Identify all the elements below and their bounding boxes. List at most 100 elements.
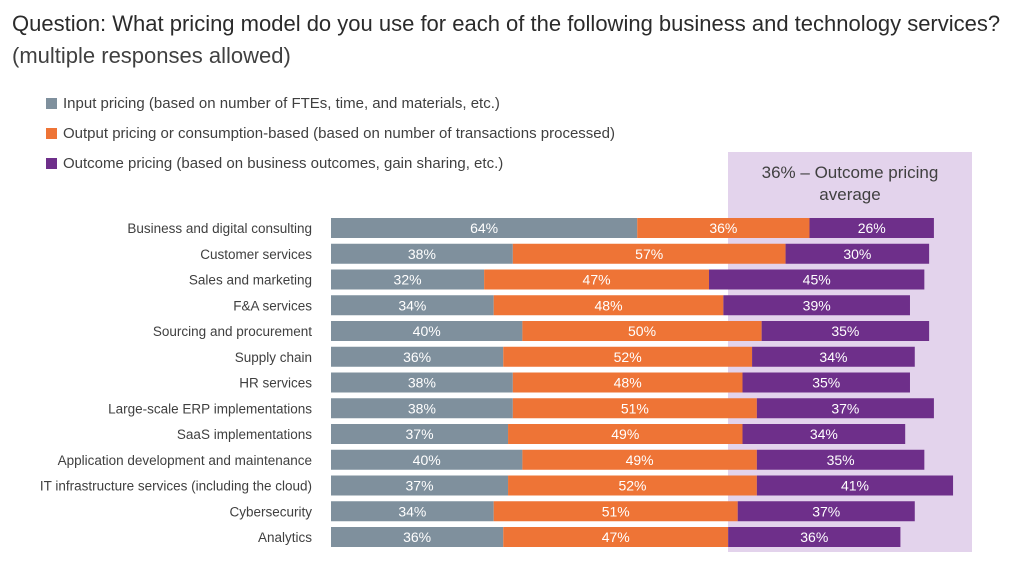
bar-input-sales-and-marketing xyxy=(331,269,485,290)
value-label-output-business-and-digital-consulting: 36% xyxy=(709,220,737,236)
bar-output-cybersecurity xyxy=(493,501,738,522)
value-label-input-hr-services: 38% xyxy=(408,375,436,391)
category-label-it-infrastructure-services-including-the-cloud: IT infrastructure services (including th… xyxy=(40,479,312,494)
category-label-customer-services: Customer services xyxy=(200,247,312,262)
bar-input-it-infrastructure-services-including-the-cloud xyxy=(331,475,509,496)
bar-input-hr-services xyxy=(331,372,513,393)
bar-outcome-analytics xyxy=(728,527,901,547)
value-label-output-sourcing-and-procurement: 50% xyxy=(628,323,656,339)
value-label-outcome-application-development-and-maintenance: 35% xyxy=(827,452,855,468)
value-label-output-saas-implementations: 49% xyxy=(611,426,639,442)
bar-input-application-development-and-maintenance xyxy=(331,449,523,470)
value-label-output-hr-services: 48% xyxy=(614,375,642,391)
value-label-output-application-development-and-maintenance: 49% xyxy=(626,452,654,468)
bar-outcome-application-development-and-maintenance xyxy=(756,449,925,470)
value-label-input-application-development-and-maintenance: 40% xyxy=(413,452,441,468)
value-label-input-supply-chain: 36% xyxy=(403,349,431,365)
bar-input-analytics xyxy=(331,527,504,547)
legend-item-output: Output pricing or consumption-based (bas… xyxy=(46,118,615,148)
value-label-output-cybersecurity: 51% xyxy=(602,503,630,519)
bar-output-hr-services xyxy=(512,372,743,393)
title-question: Question: What pricing model do you use … xyxy=(12,11,1001,36)
bar-outcome-supply-chain xyxy=(752,346,915,367)
category-label-cybersecurity: Cybersecurity xyxy=(229,504,312,519)
value-label-outcome-customer-services: 30% xyxy=(843,246,871,262)
bar-output-customer-services xyxy=(512,243,786,264)
bar-input-saas-implementations xyxy=(331,424,509,444)
bar-output-analytics xyxy=(503,527,729,547)
bar-input-sourcing-and-procurement xyxy=(331,321,523,341)
value-label-outcome-cybersecurity: 37% xyxy=(812,503,840,519)
bar-output-it-infrastructure-services-including-the-cloud xyxy=(508,475,757,496)
category-label-large-scale-erp-implementations: Large-scale ERP implementations xyxy=(108,401,312,416)
bar-outcome-saas-implementations xyxy=(742,424,906,444)
category-label-f-a-services: F&A services xyxy=(233,298,312,313)
value-label-output-sales-and-marketing: 47% xyxy=(583,272,611,288)
legend-item-input: Input pricing (based on number of FTEs, … xyxy=(46,88,615,118)
value-label-outcome-supply-chain: 34% xyxy=(819,349,847,365)
bar-outcome-f-a-services xyxy=(723,295,910,316)
category-label-business-and-digital-consulting: Business and digital consulting xyxy=(127,221,312,236)
bar-outcome-hr-services xyxy=(742,372,910,393)
value-label-output-f-a-services: 48% xyxy=(595,297,623,313)
bar-outcome-sourcing-and-procurement xyxy=(761,321,930,341)
legend-swatch-outcome xyxy=(46,157,57,169)
legend-label-outcome: Outcome pricing (based on business outco… xyxy=(63,154,504,172)
value-label-outcome-it-infrastructure-services-including-the-cloud: 41% xyxy=(841,478,869,494)
value-label-input-saas-implementations: 37% xyxy=(406,426,434,442)
value-label-output-analytics: 47% xyxy=(602,529,630,545)
bar-output-application-development-and-maintenance xyxy=(522,449,757,470)
category-label-analytics: Analytics xyxy=(258,530,312,545)
legend: Input pricing (based on number of FTEs, … xyxy=(46,88,615,178)
bar-output-sales-and-marketing xyxy=(484,269,710,290)
bar-outcome-cybersecurity xyxy=(737,501,915,522)
value-label-input-cybersecurity: 34% xyxy=(398,503,426,519)
value-label-output-large-scale-erp-implementations: 51% xyxy=(621,400,649,416)
category-label-saas-implementations: SaaS implementations xyxy=(177,427,312,442)
value-label-output-customer-services: 57% xyxy=(635,246,663,262)
bar-input-large-scale-erp-implementations xyxy=(331,398,513,419)
bar-outcome-it-infrastructure-services-including-the-cloud xyxy=(756,475,954,496)
outcome-average-annotation: 36% – Outcome pricing average xyxy=(762,163,939,204)
value-label-output-supply-chain: 52% xyxy=(614,349,642,365)
legend-swatch-input xyxy=(46,97,57,109)
bar-input-cybersecurity xyxy=(331,501,494,522)
value-label-input-business-and-digital-consulting: 64% xyxy=(470,220,498,236)
value-label-outcome-business-and-digital-consulting: 26% xyxy=(858,220,886,236)
value-label-input-large-scale-erp-implementations: 38% xyxy=(408,400,436,416)
value-label-outcome-hr-services: 35% xyxy=(812,375,840,391)
bar-output-saas-implementations xyxy=(508,424,743,444)
chart-title: Question: What pricing model do you use … xyxy=(12,8,1012,72)
legend-item-outcome: Outcome pricing (based on business outco… xyxy=(46,148,615,178)
value-label-input-sourcing-and-procurement: 40% xyxy=(413,323,441,339)
value-label-outcome-sales-and-marketing: 45% xyxy=(803,272,831,288)
legend-label-input: Input pricing (based on number of FTEs, … xyxy=(63,94,500,112)
value-label-input-sales-and-marketing: 32% xyxy=(394,272,422,288)
category-label-sales-and-marketing: Sales and marketing xyxy=(189,273,312,288)
bar-output-f-a-services xyxy=(493,295,724,316)
bar-input-customer-services xyxy=(331,243,513,264)
bar-output-sourcing-and-procurement xyxy=(522,321,762,341)
bar-outcome-customer-services xyxy=(785,243,930,264)
bar-input-f-a-services xyxy=(331,295,494,316)
bar-input-supply-chain xyxy=(331,346,504,367)
value-label-outcome-large-scale-erp-implementations: 37% xyxy=(831,400,859,416)
bar-input-business-and-digital-consulting xyxy=(331,218,638,238)
bar-outcome-large-scale-erp-implementations xyxy=(756,398,934,419)
value-label-input-customer-services: 38% xyxy=(408,246,436,262)
legend-swatch-output xyxy=(46,127,57,139)
value-label-outcome-saas-implementations: 34% xyxy=(810,426,838,442)
category-label-application-development-and-maintenance: Application development and maintenance xyxy=(58,453,312,468)
bar-output-supply-chain xyxy=(503,346,753,367)
value-label-outcome-f-a-services: 39% xyxy=(803,297,831,313)
value-label-input-it-infrastructure-services-including-the-cloud: 37% xyxy=(406,478,434,494)
category-label-supply-chain: Supply chain xyxy=(235,350,312,365)
bar-outcome-sales-and-marketing xyxy=(709,269,925,290)
category-label-sourcing-and-procurement: Sourcing and procurement xyxy=(153,324,312,339)
bar-output-business-and-digital-consulting xyxy=(637,218,810,238)
value-label-input-f-a-services: 34% xyxy=(398,297,426,313)
bar-outcome-business-and-digital-consulting xyxy=(809,218,934,238)
value-label-input-analytics: 36% xyxy=(403,529,431,545)
value-label-outcome-analytics: 36% xyxy=(800,529,828,545)
